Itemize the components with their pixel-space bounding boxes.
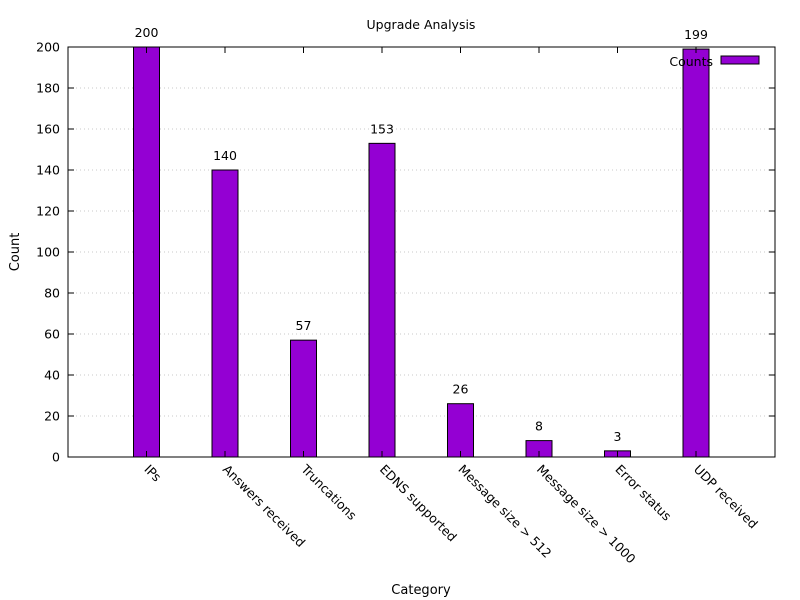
bar [133,46,160,458]
legend-swatch [720,55,760,65]
x-tick-label: EDNS supported [377,462,460,545]
data-label: 199 [684,27,708,42]
x-tick-label: Error status [612,462,674,524]
y-tick-label: 120 [36,204,60,219]
y-axis-ticks: 0 20 40 60 80 100 120 140 160 180 200 [36,40,775,465]
bar [211,169,239,458]
y-tick-label: 160 [36,122,60,137]
data-label: 140 [213,148,237,163]
y-tick-label: 200 [36,40,60,55]
data-labels: 200 140 57 153 26 8 3 199 [135,25,708,444]
legend-label: Counts [669,54,713,69]
bar [368,142,396,458]
y-tick-label: 100 [36,245,60,260]
y-tick-label: 180 [36,81,60,96]
y-tick-label: 40 [44,368,60,383]
legend: Counts [669,54,760,69]
data-label: 8 [535,419,543,434]
data-label: 153 [370,121,394,136]
x-tick-label: IPs [141,462,164,485]
x-tick-label: Answers received [220,462,308,550]
y-tick-label: 140 [36,163,60,178]
plot-border [67,46,776,458]
y-tick-label: 60 [44,327,60,342]
gridlines [68,87,775,417]
x-axis-title: Category [391,583,451,598]
bar [290,339,317,458]
data-label: 3 [614,429,622,444]
y-tick-label: 80 [44,286,60,301]
chart-title: Upgrade Analysis [367,17,476,32]
data-label: 26 [453,382,469,397]
y-axis-title: Count [8,233,23,272]
data-label: 57 [296,318,312,333]
data-label: 200 [135,25,159,40]
y-tick-label: 0 [52,450,60,465]
bars [133,46,710,458]
x-tick-label: Truncations [298,461,360,523]
bar [682,48,710,458]
bar [447,403,474,458]
x-tick-label: UDP received [691,462,761,532]
y-tick-label: 20 [44,409,60,424]
